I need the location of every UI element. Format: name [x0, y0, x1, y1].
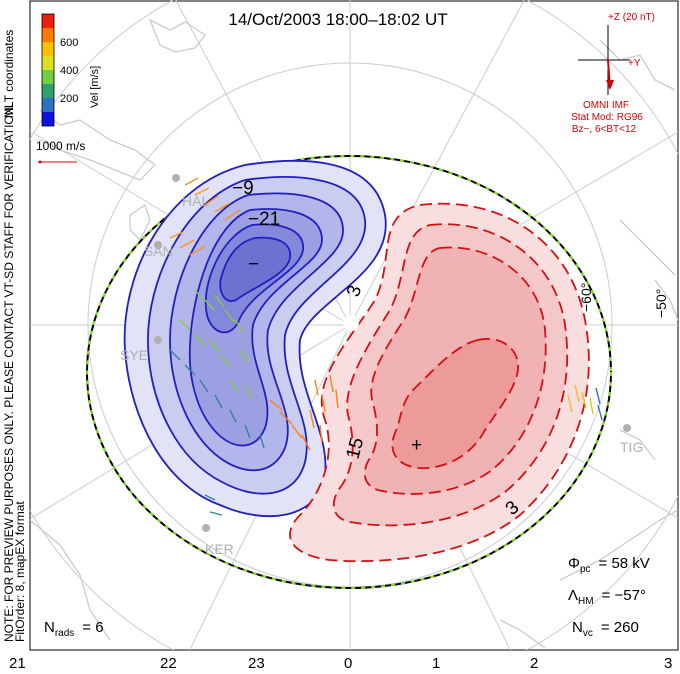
stat-n-rads: Nrads = 6: [44, 619, 104, 639]
contour-label-neg21: −21: [248, 209, 280, 230]
svg-text:ΛHM= −57°: ΛHM = −57°: [568, 587, 646, 607]
imf-model: Stat Mod: RG96: [571, 112, 643, 123]
preview-note: NOTE: FOR PREVIEW PURPOSES ONLY. PLEASE …: [2, 103, 16, 642]
svg-text:Nrads= 6: Nrads = 6: [44, 619, 104, 639]
stat-n-vc: Nvc = 260: [572, 619, 639, 639]
site-tig: TIG: [620, 439, 643, 455]
lat-label-60: −60°: [578, 283, 594, 312]
lat-label-50: −50°: [653, 289, 669, 318]
velocity-vectors: [169, 177, 603, 516]
contour-max-marker: +: [411, 435, 422, 456]
coord-label: MLT coordinates: [2, 30, 16, 118]
stat-phi-pc: Φpc = 58 kV: [568, 555, 650, 575]
contour-label-neg9: −9: [232, 178, 254, 199]
stat-lambda-hm: ΛHM = −57°: [568, 587, 646, 607]
imf-z-label: +Z (20 nT): [608, 12, 655, 23]
mlt-label-21: 21: [9, 655, 26, 672]
color-bar-label: Vel [m/s]: [89, 66, 101, 108]
contour-min-marker: −: [248, 254, 259, 275]
svg-text:Φpc= 58 kV: Φpc = 58 kV: [568, 555, 650, 575]
mlt-label-22: 22: [160, 655, 177, 672]
vector-scale-arrow: [38, 160, 77, 164]
vector-scale-label: 1000 m/s: [36, 139, 85, 153]
color-bar-tick-400: 400: [60, 65, 78, 77]
color-bar-tick-600: 600: [60, 37, 78, 49]
positive-cell: [289, 202, 590, 563]
imf-dial: [578, 25, 630, 95]
site-ker: KER: [205, 541, 234, 557]
mlt-label-1: 1: [432, 655, 440, 672]
fit-order-note: FitOrder: 8, mapEX format: [13, 501, 27, 642]
imf-condition: Bz−, 6<BT<12: [572, 124, 637, 135]
imf-source: OMNI IMF: [583, 100, 629, 111]
site-markers: [154, 174, 631, 532]
site-hal: HAL: [182, 193, 209, 209]
mlt-label-2: 2: [530, 655, 538, 672]
coastlines: [30, 18, 678, 649]
mlt-label-23: 23: [248, 655, 265, 672]
contour-label-3a: 3: [343, 283, 366, 300]
imf-y-label: +Y: [628, 58, 641, 69]
map-title: 14/Oct/2003 18:00–18:02 UT: [228, 10, 447, 29]
color-bar: [41, 13, 55, 127]
negative-cell: [123, 160, 387, 518]
hm-boundary: [86, 155, 612, 589]
site-sye: SYE: [120, 347, 148, 363]
mlt-label-0: 0: [344, 655, 352, 672]
color-bar-tick-200: 200: [60, 93, 78, 105]
mlt-label-3: 3: [664, 655, 672, 672]
svg-text:Nvc= 260: Nvc = 260: [572, 619, 639, 639]
pole-marker: [343, 315, 359, 331]
site-san: SAN: [144, 243, 173, 259]
